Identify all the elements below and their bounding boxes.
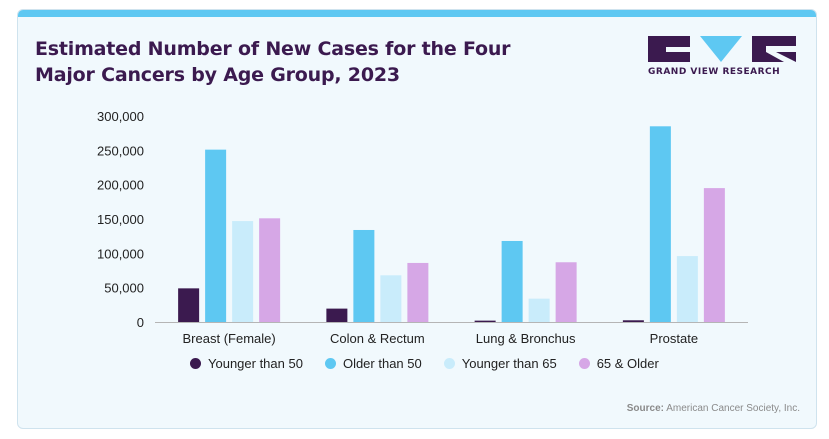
chart-card: Estimated Number of New Cases for the Fo… [17, 9, 817, 429]
legend-item: Younger than 50 [190, 356, 303, 371]
bar-younger-than-50 [326, 308, 348, 322]
legend-label: Younger than 50 [208, 356, 303, 371]
bar-younger-than-50 [474, 320, 496, 322]
bar-older-than-50 [649, 126, 671, 322]
x-tick-label: Colon & Rectum [330, 331, 425, 346]
bar-older-than-50 [501, 240, 523, 322]
logo-text: GRAND VIEW RESEARCH [648, 67, 781, 77]
x-tick-label: Lung & Bronchus [476, 331, 576, 346]
y-tick-label: 100,000 [97, 246, 144, 261]
bar-younger-than-50 [178, 288, 200, 322]
bar-65-older [703, 188, 725, 322]
legend-item: 65 & Older [578, 356, 659, 371]
legend-item: Younger than 65 [443, 356, 557, 371]
title-line-1: Estimated Number of New Cases for the Fo… [35, 38, 511, 60]
legend-label: Younger than 65 [461, 356, 557, 371]
y-tick-label: 50,000 [104, 281, 144, 296]
y-tick-label: 250,000 [97, 143, 144, 158]
grand-view-research-logo: GRAND VIEW RESEARCH [648, 36, 798, 81]
y-tick-label: 0 [137, 315, 144, 330]
source-label: Source: [626, 403, 664, 414]
bar-younger-than-65 [380, 275, 402, 322]
bar-older-than-50 [205, 149, 227, 322]
bar-younger-than-65 [676, 256, 698, 322]
bar-65-older [407, 262, 429, 322]
accent-bar [18, 10, 816, 17]
legend-label: Older than 50 [342, 356, 422, 371]
legend-swatch-icon [443, 358, 455, 369]
legend-swatch-icon [578, 358, 590, 369]
chart-legend: Younger than 50 Older than 50 Younger than… [190, 356, 659, 371]
bar-older-than-50 [353, 229, 375, 322]
bar-younger-than-65 [232, 221, 254, 322]
legend-swatch-icon [324, 358, 336, 369]
source-note: Source: American Cancer Society, Inc. [627, 403, 800, 414]
legend-swatch-icon [190, 358, 201, 369]
bar-65-older [555, 262, 577, 322]
chart-title: Estimated Number of New Cases for the Fo… [35, 36, 595, 88]
x-tick-label: Breast (Female) [183, 331, 276, 346]
y-tick-label: 200,000 [97, 178, 144, 193]
x-tick-label: Prostate [650, 331, 698, 346]
bar-younger-than-50 [622, 320, 644, 322]
title-line-2: Major Cancers by Age Group, 2023 [35, 64, 400, 86]
y-tick-label: 300,000 [97, 109, 144, 124]
bar-younger-than-65 [528, 298, 550, 322]
y-tick-label: 150,000 [97, 212, 144, 227]
legend-label: 65 & Older [596, 356, 659, 371]
bar-65-older [259, 218, 281, 322]
logo-mark-icon [648, 36, 796, 62]
source-text: American Cancer Society, Inc. [666, 403, 800, 414]
legend-item: Older than 50 [324, 356, 422, 371]
